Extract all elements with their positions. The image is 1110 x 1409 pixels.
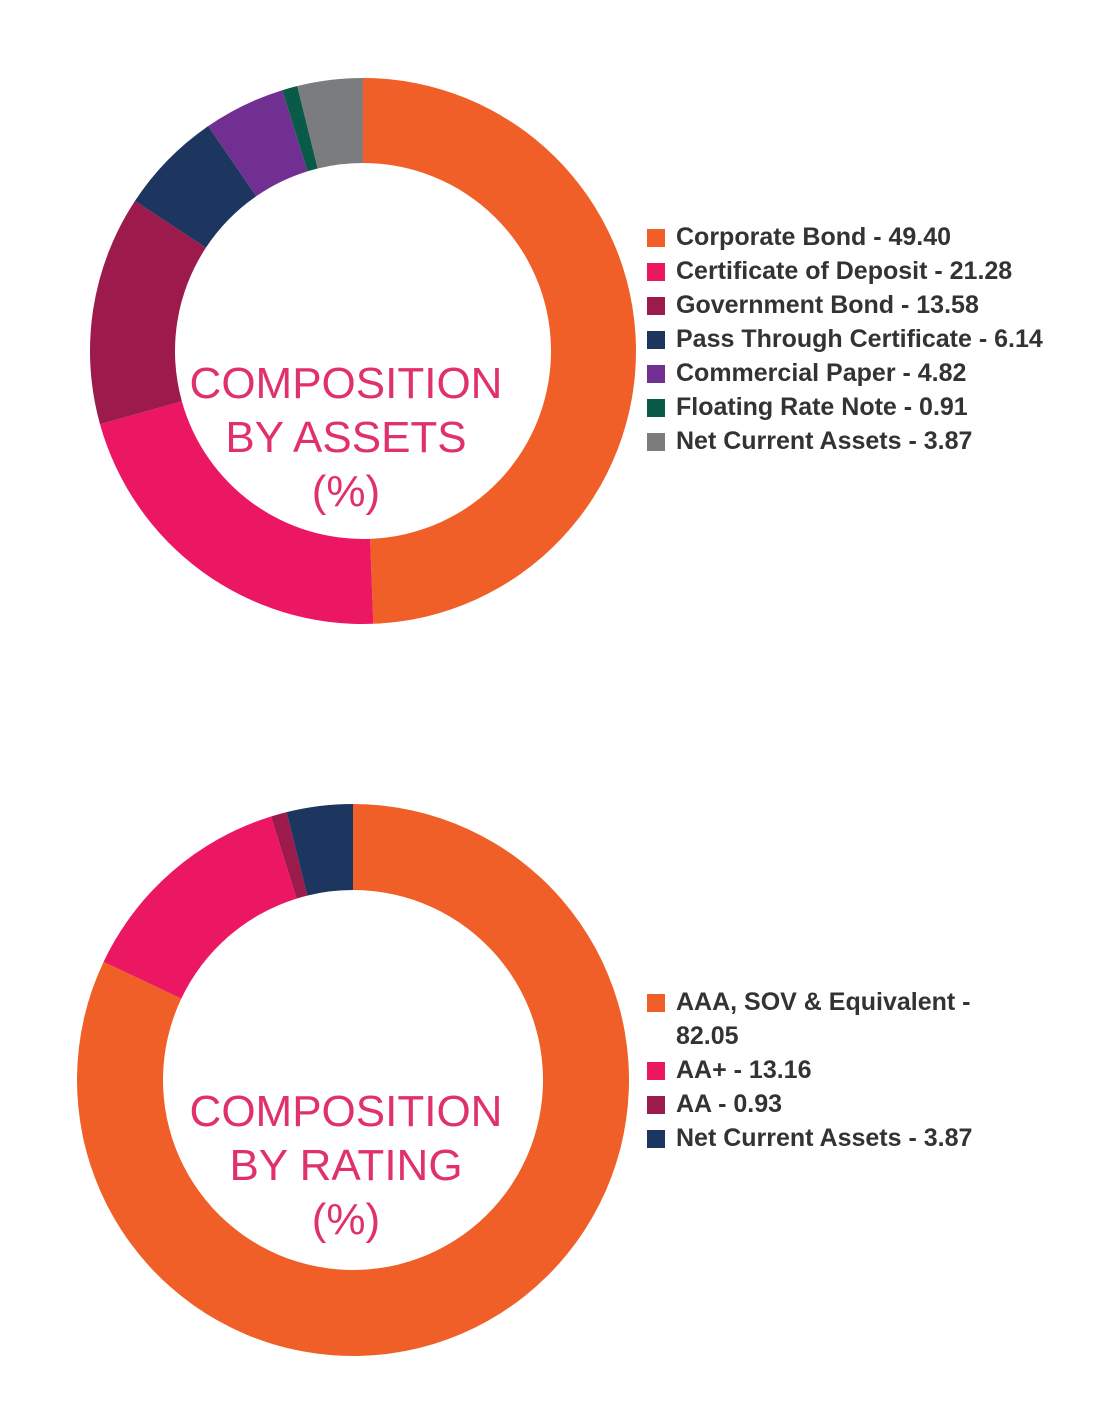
rating-legend: AAA, SOV & Equivalent - 82.05 AA+ - 13.16… xyxy=(646,985,1016,1155)
slice-floating-rate-note xyxy=(282,86,318,172)
rating-title-line-3: (%) xyxy=(311,1195,381,1244)
slice-aaa-sov-equivalent xyxy=(76,804,630,1356)
legend-label: AAA, SOV & Equivalent - 82.05 xyxy=(676,988,971,1050)
legend-swatch xyxy=(647,331,665,349)
rating-title-line-2: BY RATING xyxy=(229,1141,463,1190)
legend-label: Pass Through Certificate - 6.14 xyxy=(676,325,1043,353)
legend-swatch xyxy=(647,399,665,417)
legend-item-net-current-assets: Net Current Assets - 3.87 xyxy=(646,424,1086,458)
slice-corporate-bond xyxy=(363,78,637,624)
rating-chart-title: COMPOSITION BY RATING (%) xyxy=(163,1085,529,1247)
rating-chart: COMPOSITION BY RATING (%) AAA, SOV & Equ… xyxy=(0,790,1110,1390)
legend-swatch xyxy=(647,297,665,315)
legend-label: Floating Rate Note - 0.91 xyxy=(676,393,968,421)
legend-label: Net Current Assets - 3.87 xyxy=(676,427,973,455)
legend-swatch xyxy=(647,994,665,1012)
legend-item-certificate-of-deposit: Certificate of Deposit - 21.28 xyxy=(646,254,1086,288)
legend-label: Net Current Assets - 3.87 xyxy=(676,1124,973,1152)
legend-swatch xyxy=(647,263,665,281)
legend-label: AA+ - 13.16 xyxy=(676,1056,812,1084)
slice-certificate-of-deposit xyxy=(99,401,374,624)
legend-item-commercial-paper: Commercial Paper - 4.82 xyxy=(646,356,1086,390)
slice-net-current-assets xyxy=(286,804,353,896)
legend-item-aa: AA - 0.93 xyxy=(646,1087,1016,1121)
legend-label: Corporate Bond - 49.40 xyxy=(676,223,952,251)
legend-swatch xyxy=(647,433,665,451)
legend-item-aa: AA+ - 13.16 xyxy=(646,1053,1016,1087)
slice-pass-through-certificate xyxy=(134,126,257,248)
legend-swatch xyxy=(647,1062,665,1080)
legend-item-aaa-sov-equivalent: AAA, SOV & Equivalent - 82.05 xyxy=(646,985,1016,1053)
slice-aa xyxy=(103,816,297,999)
assets-title-line-1: COMPOSITION xyxy=(189,359,503,408)
slice-commercial-paper xyxy=(208,90,308,197)
assets-title-line-2: BY ASSETS xyxy=(225,413,467,462)
rating-donut xyxy=(76,804,630,1356)
legend-item-net-current-assets: Net Current Assets - 3.87 xyxy=(646,1121,1016,1155)
slice-net-current-assets xyxy=(297,78,363,169)
assets-chart-title: COMPOSITION BY ASSETS (%) xyxy=(163,357,529,519)
legend-swatch xyxy=(647,365,665,383)
legend-swatch xyxy=(647,229,665,247)
slice-aa xyxy=(271,812,308,899)
legend-swatch xyxy=(647,1096,665,1114)
assets-donut xyxy=(90,78,637,624)
legend-swatch xyxy=(647,1130,665,1148)
legend-item-corporate-bond: Corporate Bond - 49.40 xyxy=(646,220,1086,254)
legend-label: Commercial Paper - 4.82 xyxy=(676,359,967,387)
legend-label: Certificate of Deposit - 21.28 xyxy=(676,257,1013,285)
rating-title-line-1: COMPOSITION xyxy=(189,1087,503,1136)
legend-item-government-bond: Government Bond - 13.58 xyxy=(646,288,1086,322)
assets-legend: Corporate Bond - 49.40 Certificate of Dep… xyxy=(646,220,1086,458)
slice-government-bond xyxy=(90,200,206,425)
legend-label: AA - 0.93 xyxy=(676,1090,783,1118)
legend-label: Government Bond - 13.58 xyxy=(676,291,979,319)
assets-title-line-3: (%) xyxy=(311,467,381,516)
assets-chart: COMPOSITION BY ASSETS (%) Corporate Bond… xyxy=(0,60,1110,680)
legend-item-floating-rate-note: Floating Rate Note - 0.91 xyxy=(646,390,1086,424)
legend-item-pass-through-certificate: Pass Through Certificate - 6.14 xyxy=(646,322,1086,356)
